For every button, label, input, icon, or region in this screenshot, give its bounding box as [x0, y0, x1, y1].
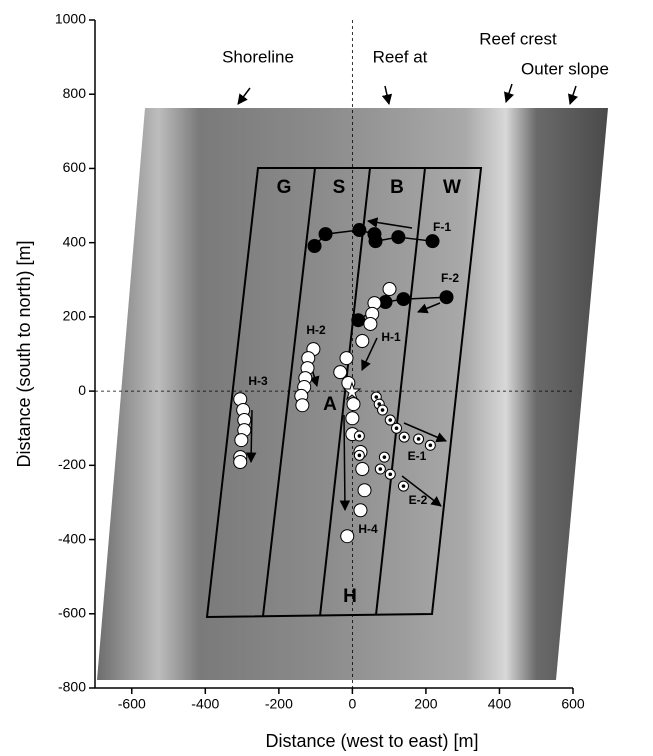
x-tick-label: -600: [118, 696, 146, 712]
point: [382, 282, 397, 297]
annotation: Shoreline: [222, 47, 294, 66]
y-tick-label: -400: [58, 530, 86, 546]
point: [352, 223, 367, 238]
y-tick-label: 1000: [55, 11, 86, 27]
y-tick-label: -200: [58, 456, 86, 472]
point: [318, 227, 333, 242]
point-dot: [402, 435, 407, 439]
zone-label: W: [443, 177, 461, 198]
track-label: F-2: [441, 271, 459, 285]
annotation: Reef at: [373, 47, 428, 66]
point: [439, 290, 454, 305]
track-label: E-1: [408, 449, 427, 463]
track-label: E-2: [409, 493, 428, 507]
point: [355, 462, 370, 477]
y-tick-label: -600: [58, 604, 86, 620]
point: [346, 397, 361, 412]
point: [368, 234, 383, 249]
arrow: [401, 475, 442, 507]
point: [345, 411, 360, 426]
track-label: H-4: [358, 522, 378, 536]
arrows: [237, 83, 578, 512]
point: [234, 433, 249, 448]
point: [307, 239, 322, 254]
zones: [205, 167, 483, 619]
point: [351, 313, 366, 328]
arrow: [339, 414, 351, 512]
point-dot: [394, 426, 399, 431]
arrow: [417, 302, 441, 314]
track-label: H-3: [248, 374, 268, 388]
arrow: [504, 83, 514, 103]
point-dot: [416, 437, 421, 441]
arrow: [366, 217, 413, 229]
arrow: [237, 87, 251, 105]
x-tick-label: 400: [488, 696, 512, 712]
zone-outline: [205, 167, 483, 619]
track-label: H-2: [306, 323, 326, 337]
annotation: Reef crest: [479, 29, 557, 48]
point-dot: [388, 472, 393, 477]
arrow: [361, 337, 378, 371]
y-tick-label: 200: [63, 308, 87, 324]
zone-line: [319, 167, 371, 617]
arrow: [245, 409, 257, 464]
x-tick-label: -200: [265, 696, 293, 712]
zone-label: B: [390, 177, 404, 198]
annotation: Outer slope: [521, 59, 609, 78]
point-dot: [401, 484, 406, 488]
track-label: F-1: [433, 220, 451, 234]
y-tick-label: 600: [63, 159, 87, 175]
zone-label: G: [277, 177, 292, 198]
zone-label: H: [343, 586, 357, 607]
point: [333, 365, 348, 380]
point-dot: [374, 395, 379, 399]
x-tick-label: 600: [561, 696, 585, 712]
point: [340, 529, 355, 544]
x-tick-label: 0: [348, 696, 356, 712]
point-dot: [382, 455, 387, 459]
point: [396, 292, 411, 307]
track-label: H-1: [381, 330, 401, 344]
point-dot: [388, 418, 393, 422]
point-dot: [357, 453, 362, 458]
y-axis-label: Distance (south to north) [m]: [14, 240, 34, 467]
star: [342, 381, 362, 401]
x-tick-label: -400: [191, 696, 219, 712]
arrow: [568, 85, 578, 105]
point: [295, 398, 310, 413]
y-tick-label: 800: [63, 85, 87, 101]
y-tick-label: 0: [78, 382, 86, 398]
point: [391, 230, 406, 245]
arrow: [381, 85, 393, 106]
x-tick-label: 200: [414, 696, 438, 712]
x-axis-label: Distance (west to east) [m]: [265, 731, 478, 751]
point: [339, 351, 354, 366]
point: [355, 334, 370, 349]
y-tick-label: -800: [58, 679, 86, 695]
zone-line: [375, 167, 426, 616]
zone-label: S: [333, 177, 346, 198]
point: [363, 316, 378, 331]
point-dot: [380, 408, 385, 412]
point-dot: [357, 434, 362, 438]
point: [233, 454, 248, 469]
y-tick-label: 400: [63, 233, 87, 249]
arrow: [403, 422, 447, 443]
point-dot: [428, 443, 433, 448]
point: [357, 483, 372, 498]
point: [425, 234, 440, 249]
point-dot: [378, 467, 383, 471]
point-label: A: [323, 394, 337, 415]
point-dot: [377, 402, 382, 406]
zone-line: [262, 167, 316, 617]
point: [353, 503, 368, 518]
